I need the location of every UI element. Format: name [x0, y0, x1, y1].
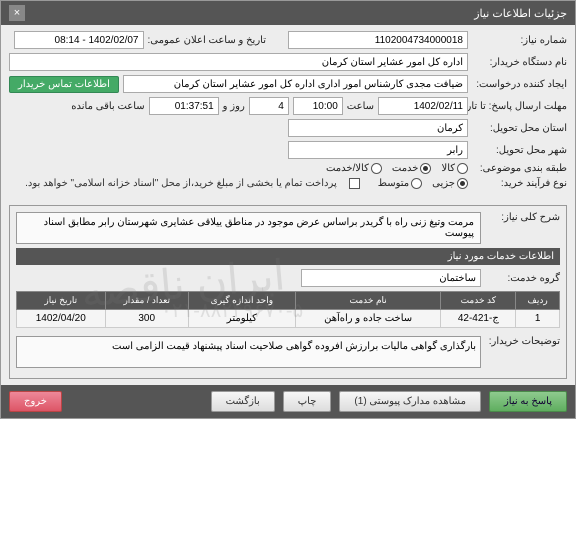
- titlebar: جزئیات اطلاعات نیاز ×: [1, 1, 575, 25]
- respond-button[interactable]: پاسخ به نیاز: [489, 391, 567, 412]
- treasury-checkbox[interactable]: [349, 178, 360, 189]
- cell-unit: کیلومتر: [188, 310, 295, 328]
- exit-button[interactable]: خروج: [9, 391, 62, 412]
- services-header: اطلاعات خدمات مورد نیاز: [16, 248, 560, 265]
- overview-label: شرح کلی نیاز:: [485, 212, 560, 223]
- table-row[interactable]: 1 ج-421-42 ساخت جاده و راه‌آهن کیلومتر 3…: [17, 310, 560, 328]
- creator-field: ضیافت مجدی کارشناس امور اداری اداره کل ا…: [123, 75, 468, 93]
- contact-buyer-button[interactable]: اطلاعات تماس خریدار: [9, 76, 119, 93]
- services-table: ردیف کد خدمت نام خدمت واحد اندازه گیری ت…: [16, 291, 560, 328]
- creator-label: ایجاد کننده درخواست:: [472, 79, 567, 90]
- province-field: کرمان: [288, 119, 468, 137]
- print-button[interactable]: چاپ: [283, 391, 332, 412]
- time-label: ساعت: [347, 101, 374, 112]
- need-no-field: 1102004734000018: [288, 31, 468, 49]
- service-group-field: ساختمان: [301, 269, 481, 287]
- radio-minor[interactable]: [457, 178, 468, 189]
- remaining-label: ساعت باقی مانده: [71, 101, 144, 112]
- col-code: کد خدمت: [441, 292, 516, 310]
- dialog-window: جزئیات اطلاعات نیاز × شماره نیاز: 110200…: [0, 0, 576, 419]
- form-area: شماره نیاز: 1102004734000018 تاریخ و ساع…: [1, 25, 575, 199]
- buyer-label: نام دستگاه خریدار:: [472, 57, 567, 68]
- radio-service[interactable]: [420, 163, 431, 174]
- city-field: رابر: [288, 141, 468, 159]
- days-count-field: 4: [249, 97, 289, 115]
- deadline-label: مهلت ارسال پاسخ: تا تاریخ:: [472, 101, 567, 112]
- cell-name: ساخت جاده و راه‌آهن: [295, 310, 440, 328]
- announce-label: تاریخ و ساعت اعلان عمومی:: [148, 35, 267, 46]
- cell-date: 1402/04/20: [17, 310, 106, 328]
- service-group-label: گروه خدمت:: [485, 273, 560, 284]
- window-title: جزئیات اطلاعات نیاز: [474, 7, 567, 20]
- subject-radio-group: کالا خدمت کالا/خدمت: [326, 163, 468, 174]
- radio-kala-label: کالا: [441, 163, 455, 174]
- buyer-notes-label: توضیحات خریدار:: [485, 336, 560, 347]
- close-icon[interactable]: ×: [9, 5, 25, 21]
- process-radio-group: جزیی متوسط: [378, 178, 468, 189]
- process-label: نوع فرآیند خرید:: [472, 178, 567, 189]
- col-date: تاریخ نیاز: [17, 292, 106, 310]
- radio-medium-label: متوسط: [378, 178, 409, 189]
- deadline-time-field: 10:00: [293, 97, 343, 115]
- radio-minor-label: جزیی: [432, 178, 455, 189]
- days-and-label: روز و: [223, 101, 245, 112]
- footer-bar: پاسخ به نیاز مشاهده مدارک پیوستی (1) چاپ…: [1, 385, 575, 418]
- deadline-date-field: 1402/02/11: [378, 97, 468, 115]
- overview-text: مرمت وتیغ زنی راه با گریدر براساس عرض مو…: [16, 212, 481, 244]
- col-unit: واحد اندازه گیری: [188, 292, 295, 310]
- radio-service-label: خدمت: [392, 163, 419, 174]
- treasury-note: پرداخت تمام یا بخشی از مبلغ خرید،از محل …: [25, 178, 337, 189]
- province-label: استان محل تحویل:: [472, 123, 567, 134]
- radio-both[interactable]: [371, 163, 382, 174]
- detail-section: شرح کلی نیاز: مرمت وتیغ زنی راه با گریدر…: [9, 205, 567, 379]
- buyer-field: اداره کل امور عشایر استان کرمان: [9, 53, 468, 71]
- back-button[interactable]: بازگشت: [211, 391, 275, 412]
- need-no-label: شماره نیاز:: [472, 35, 567, 46]
- cell-idx: 1: [516, 310, 560, 328]
- remaining-time-field: 01:37:51: [149, 97, 219, 115]
- subject-group-label: طبقه بندی موضوعی:: [472, 163, 567, 174]
- announce-field: 1402/02/07 - 08:14: [14, 31, 144, 49]
- col-qty: تعداد / مقدار: [105, 292, 188, 310]
- cell-code: ج-421-42: [441, 310, 516, 328]
- buyer-notes-text: بارگذاری گواهی مالیات برارزش افروده گواه…: [16, 336, 481, 368]
- radio-medium[interactable]: [411, 178, 422, 189]
- col-idx: ردیف: [516, 292, 560, 310]
- col-name: نام خدمت: [295, 292, 440, 310]
- cell-qty: 300: [105, 310, 188, 328]
- attachments-button[interactable]: مشاهده مدارک پیوستی (1): [339, 391, 481, 412]
- radio-both-label: کالا/خدمت: [326, 163, 369, 174]
- city-label: شهر محل تحویل:: [472, 145, 567, 156]
- radio-kala[interactable]: [457, 163, 468, 174]
